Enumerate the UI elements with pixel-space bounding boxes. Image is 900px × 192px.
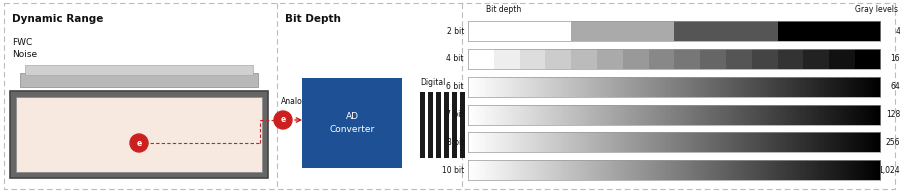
Text: 64: 64 (890, 82, 900, 91)
Text: 10 bit: 10 bit (442, 166, 464, 175)
Text: Analog: Analog (281, 97, 307, 106)
Bar (444, 92, 449, 158)
Circle shape (130, 134, 148, 152)
Text: Dynamic Range: Dynamic Range (12, 14, 104, 24)
Bar (302, 78, 402, 168)
Text: Gray levels: Gray levels (855, 5, 898, 14)
Text: 4: 4 (896, 27, 900, 36)
Text: 256: 256 (886, 138, 900, 147)
Text: AD
Converter: AD Converter (329, 112, 374, 134)
Circle shape (274, 111, 292, 129)
Text: Noise: Noise (12, 50, 37, 59)
Text: 4 bit: 4 bit (446, 55, 464, 64)
Text: Bit Depth: Bit Depth (285, 14, 341, 24)
Text: Bit depth: Bit depth (486, 5, 521, 14)
Bar (16, 97, 262, 172)
Text: 8 bit: 8 bit (446, 138, 464, 147)
Text: e: e (137, 138, 141, 147)
Text: FWC: FWC (12, 38, 32, 47)
Text: 1,024: 1,024 (878, 166, 900, 175)
Bar (452, 92, 457, 158)
Bar (10, 91, 268, 178)
Text: Digital: Digital (420, 78, 446, 87)
Text: e: e (281, 116, 285, 124)
Text: 16: 16 (890, 55, 900, 64)
Text: 128: 128 (886, 110, 900, 119)
Bar (20, 73, 258, 87)
Bar (436, 92, 441, 158)
Text: 2 bit: 2 bit (446, 27, 464, 36)
Bar (428, 92, 433, 158)
Text: 7 bit: 7 bit (446, 110, 464, 119)
Bar (460, 92, 465, 158)
Bar (25, 65, 253, 75)
Text: 6 bit: 6 bit (446, 82, 464, 91)
Bar (420, 92, 425, 158)
